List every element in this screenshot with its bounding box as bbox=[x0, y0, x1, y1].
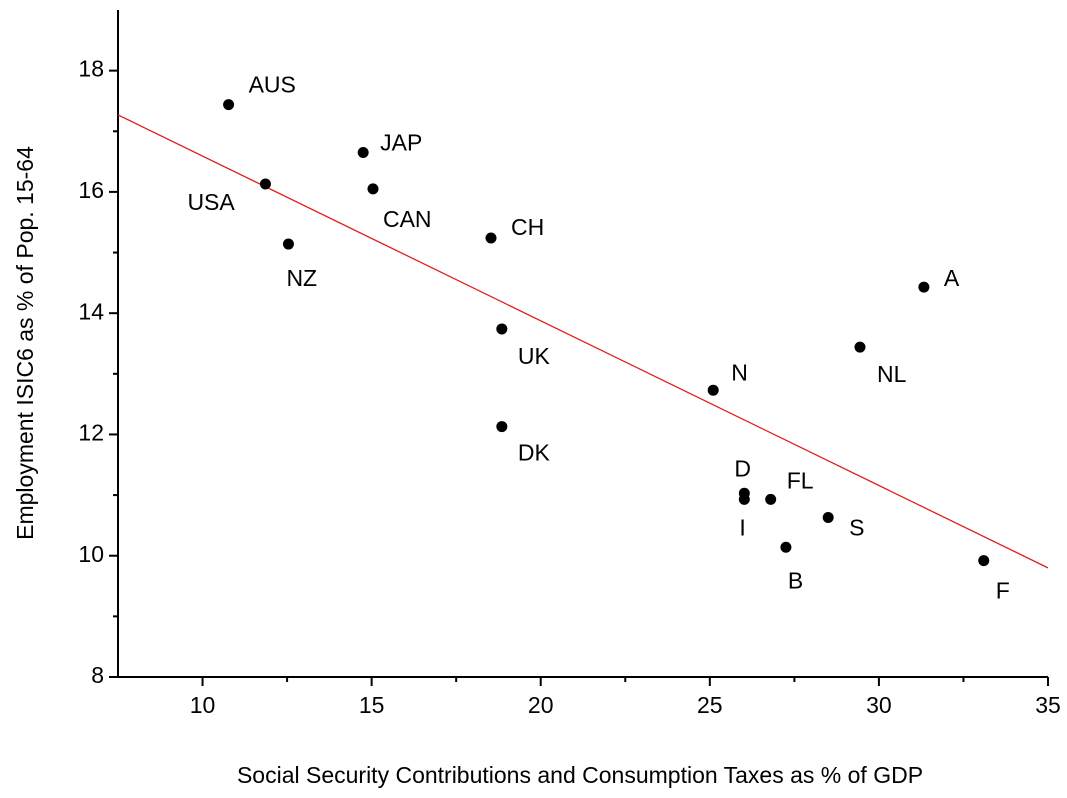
x-tick-label: 15 bbox=[359, 692, 385, 718]
point bbox=[223, 99, 235, 111]
point-label: D bbox=[734, 455, 751, 481]
y-tick-label: 18 bbox=[78, 56, 104, 82]
point bbox=[496, 323, 508, 335]
y-tick-label: 14 bbox=[78, 298, 104, 324]
point bbox=[822, 512, 834, 524]
point-label: N bbox=[731, 359, 748, 385]
point-label: NL bbox=[877, 361, 907, 387]
x-tick-label: 30 bbox=[866, 692, 892, 718]
trend-line bbox=[117, 114, 1049, 569]
point-label: S bbox=[849, 515, 864, 541]
y-tick-label: 16 bbox=[78, 177, 104, 203]
point-label: UK bbox=[518, 343, 551, 369]
point-label: USA bbox=[187, 189, 235, 215]
x-tick-label: 25 bbox=[697, 692, 723, 718]
x-axis-label: Social Security Contributions and Consum… bbox=[237, 762, 923, 788]
point-label: DK bbox=[518, 440, 551, 466]
point-label: JAP bbox=[380, 130, 422, 156]
point bbox=[496, 421, 508, 433]
point-label: B bbox=[788, 567, 803, 593]
point bbox=[780, 541, 792, 553]
x-tick-label: 35 bbox=[1035, 692, 1061, 718]
point bbox=[485, 232, 497, 244]
point-label: FL bbox=[787, 467, 814, 493]
point bbox=[738, 493, 750, 505]
point bbox=[765, 493, 777, 505]
point bbox=[918, 281, 930, 293]
x-tick-label: 10 bbox=[190, 692, 216, 718]
y-tick-label: 10 bbox=[78, 541, 104, 567]
point-label: I bbox=[739, 514, 745, 540]
point-label: AUS bbox=[249, 72, 296, 98]
point bbox=[259, 178, 271, 190]
point bbox=[978, 555, 990, 567]
y-axis-label: Employment ISIC6 as % of Pop. 15-64 bbox=[12, 146, 38, 540]
point-label: CH bbox=[511, 214, 544, 240]
point-label: CAN bbox=[383, 206, 432, 232]
y-tick-label: 8 bbox=[91, 662, 104, 688]
point bbox=[854, 341, 866, 353]
point bbox=[707, 384, 719, 396]
point-label: F bbox=[996, 578, 1010, 604]
point-label: NZ bbox=[286, 265, 317, 291]
point bbox=[367, 183, 379, 195]
point bbox=[357, 146, 369, 158]
x-tick-label: 20 bbox=[528, 692, 554, 718]
point bbox=[282, 238, 294, 250]
point-label: A bbox=[944, 265, 960, 291]
y-tick-label: 12 bbox=[78, 420, 104, 446]
